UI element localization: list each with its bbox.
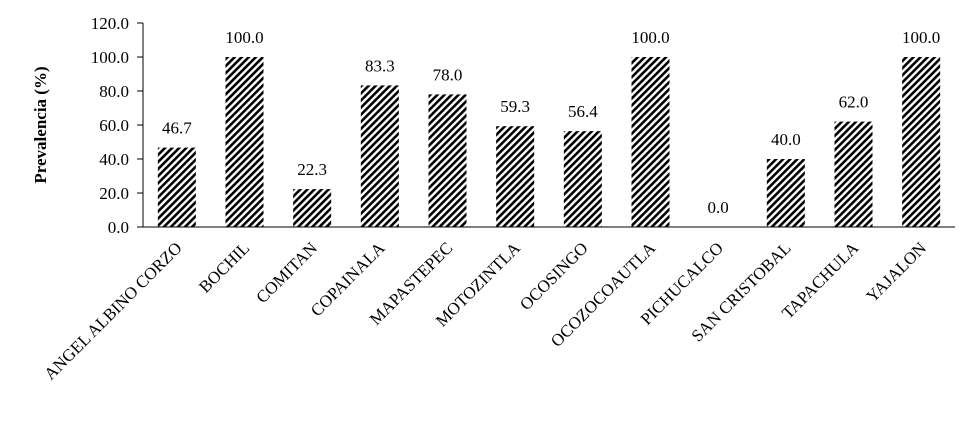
bar	[293, 189, 332, 227]
value-label: 78.0	[433, 65, 463, 84]
y-tick-label: 100.0	[91, 48, 129, 67]
bar	[496, 126, 535, 227]
value-label: 62.0	[839, 93, 869, 112]
value-label: 40.0	[771, 130, 801, 149]
y-tick-label: 80.0	[99, 82, 129, 101]
bar	[834, 121, 873, 227]
value-label: 22.3	[297, 160, 327, 179]
y-tick-label: 40.0	[99, 150, 129, 169]
bar	[360, 85, 399, 227]
value-label: 0.0	[708, 198, 729, 217]
bar	[766, 159, 805, 227]
value-label: 83.3	[365, 56, 395, 75]
value-label: 56.4	[568, 102, 598, 121]
y-tick-label: 60.0	[99, 116, 129, 135]
bar	[225, 57, 264, 227]
y-tick-label: 0.0	[108, 218, 129, 237]
value-label: 100.0	[902, 28, 940, 47]
bar	[902, 57, 941, 227]
value-label: 46.7	[162, 119, 192, 138]
x-tick-label: ANGEL ALBINO CORZO	[40, 238, 185, 383]
y-tick-label: 120.0	[91, 14, 129, 33]
value-label: 100.0	[225, 28, 263, 47]
x-tick-label: COMITAN	[252, 238, 321, 307]
y-axis-label: Prevalencia (%)	[31, 66, 50, 183]
bar	[563, 131, 602, 227]
bar	[631, 57, 670, 227]
y-tick-label: 20.0	[99, 184, 129, 203]
bar	[428, 94, 467, 228]
bar	[157, 147, 196, 227]
value-label: 59.3	[500, 97, 530, 116]
x-tick-label: BOCHIL	[195, 238, 253, 296]
value-label: 100.0	[631, 28, 669, 47]
x-tick-label: YAJALON	[862, 238, 930, 306]
